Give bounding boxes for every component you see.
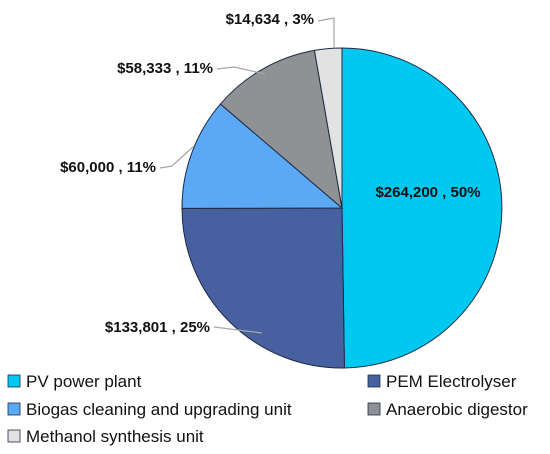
pie-slice-biogas-cleaning-and-upgrading-unit	[181, 103, 344, 209]
legend-swatch-methanol-synthesis-unit	[7, 429, 21, 443]
data-label-pv-power-plant: $264,200 , 50%	[375, 184, 480, 201]
data-labels: $264,200 , 50% $133,801 , 25% $60,000 , 11…	[60, 11, 480, 336]
legend-label-methanol-synthesis-unit: Methanol synthesis unit	[26, 427, 204, 446]
legend-swatch-pem-electrolyser	[367, 374, 381, 388]
data-label-pem-electrolyser: $133,801 , 25%	[105, 319, 210, 336]
legend-label-pv-power-plant: PV power plant	[26, 372, 142, 391]
legend-item-pem-electrolyser: PEM Electrolyser	[367, 372, 517, 391]
leader-lines	[159, 17, 335, 334]
leader-line-methanol-synthesis-unit	[317, 17, 335, 48]
pie-slice-methanol-synthesis-unit	[313, 47, 343, 209]
pie-slice-pv-power-plant	[341, 47, 503, 369]
legend-swatch-biogas-cleaning-and-upgrading-unit	[7, 402, 21, 416]
leader-line-anaerobic-digestor	[216, 66, 266, 75]
legend-item-biogas-cleaning-and-upgrading-unit: Biogas cleaning and upgrading unit	[7, 400, 292, 419]
legend-label-anaerobic-digestor: Anaerobic digestor	[386, 400, 528, 419]
data-label-biogas-cleaning-and-upgrading-unit: $60,000 , 11%	[60, 159, 156, 176]
leader-line-pem-electrolyser	[213, 326, 263, 334]
legend: PV power plant PEM Electrolyser Biogas cle…	[7, 372, 528, 446]
pie-slice-pem-electrolyser	[181, 207, 345, 369]
legend-label-pem-electrolyser: PEM Electrolyser	[386, 372, 517, 391]
leader-line-biogas-cleaning-and-upgrading-unit	[159, 145, 195, 169]
legend-swatch-pv-power-plant	[7, 374, 21, 388]
legend-label-biogas-cleaning-and-upgrading-unit: Biogas cleaning and upgrading unit	[26, 400, 292, 419]
pie-slice-anaerobic-digestor	[219, 49, 343, 210]
data-label-anaerobic-digestor: $58,333 , 11%	[117, 60, 213, 77]
legend-item-anaerobic-digestor: Anaerobic digestor	[367, 400, 528, 419]
data-label-methanol-synthesis-unit: $14,634 , 3%	[226, 11, 314, 28]
legend-item-pv-power-plant: PV power plant	[7, 372, 142, 391]
legend-item-methanol-synthesis-unit: Methanol synthesis unit	[7, 427, 204, 446]
pie-slices	[181, 47, 503, 369]
legend-swatch-anaerobic-digestor	[367, 402, 381, 416]
